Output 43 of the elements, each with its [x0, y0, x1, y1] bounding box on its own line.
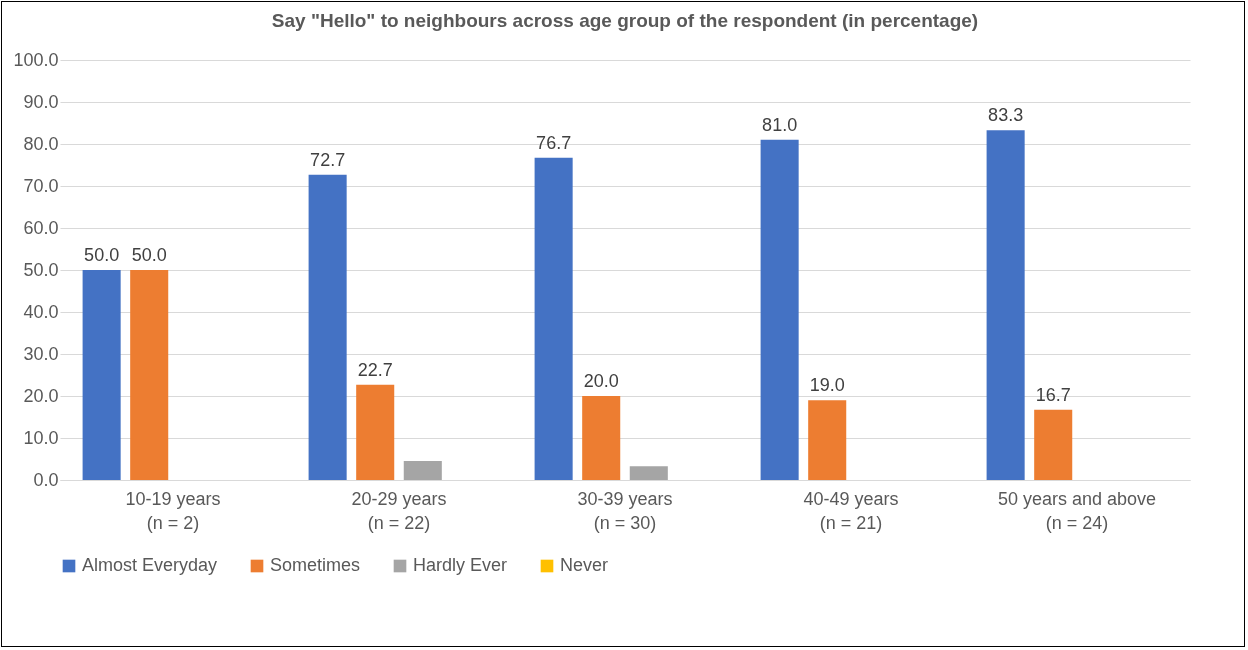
bar	[130, 270, 169, 480]
bar	[582, 396, 621, 480]
bar	[356, 384, 395, 480]
data-label: 16.7	[1035, 384, 1071, 405]
chart-title: Say "Hello" to neighbours across age group of the respondent (in percentage)	[271, 10, 979, 31]
bar	[308, 174, 347, 480]
x-tick-label: 50 years and above (n = 24)	[997, 488, 1157, 533]
data-label: 81.0	[762, 114, 798, 135]
y-tick-label: 0.0	[33, 469, 59, 490]
y-tick-label: 90.0	[23, 91, 59, 112]
y-tick-label: 40.0	[23, 301, 59, 322]
bar	[629, 466, 668, 480]
bar	[82, 270, 121, 480]
bar	[403, 461, 442, 480]
data-label: 76.7	[536, 132, 572, 153]
y-tick-label: 70.0	[23, 175, 59, 196]
data-label: 20.0	[583, 371, 619, 391]
bar	[760, 139, 799, 480]
legend-label: Almost Everyday	[82, 555, 218, 575]
bar	[986, 130, 1025, 480]
legend-label: Sometimes	[270, 555, 361, 575]
y-tick-label: 10.0	[23, 427, 59, 448]
y-tick-label: 80.0	[23, 133, 59, 154]
bar	[534, 157, 573, 480]
x-tick-label: 10-19 years (n = 2)	[125, 488, 221, 533]
y-tick-label: 60.0	[23, 217, 59, 238]
x-tick-label: 20-29 years (n = 22)	[351, 488, 447, 533]
x-tick-label: 30-39 years (n = 30)	[577, 488, 673, 533]
bar	[808, 400, 847, 480]
bar	[1034, 409, 1073, 480]
data-label: 50.0	[84, 245, 120, 265]
y-tick-label: 50.0	[23, 259, 59, 280]
y-tick-label: 30.0	[23, 343, 59, 364]
data-label: 50.0	[131, 245, 167, 265]
legend-label: Hardly Ever	[413, 555, 508, 575]
data-label: 19.0	[809, 375, 845, 396]
legend-label: Never	[560, 555, 609, 575]
x-tick-label: 40-49 years (n = 21)	[803, 488, 899, 533]
data-label: 22.7	[357, 359, 393, 380]
y-tick-label: 20.0	[23, 385, 59, 406]
data-label: 72.7	[310, 149, 346, 170]
y-tick-label: 100.0	[13, 49, 59, 70]
data-label: 83.3	[988, 105, 1024, 126]
